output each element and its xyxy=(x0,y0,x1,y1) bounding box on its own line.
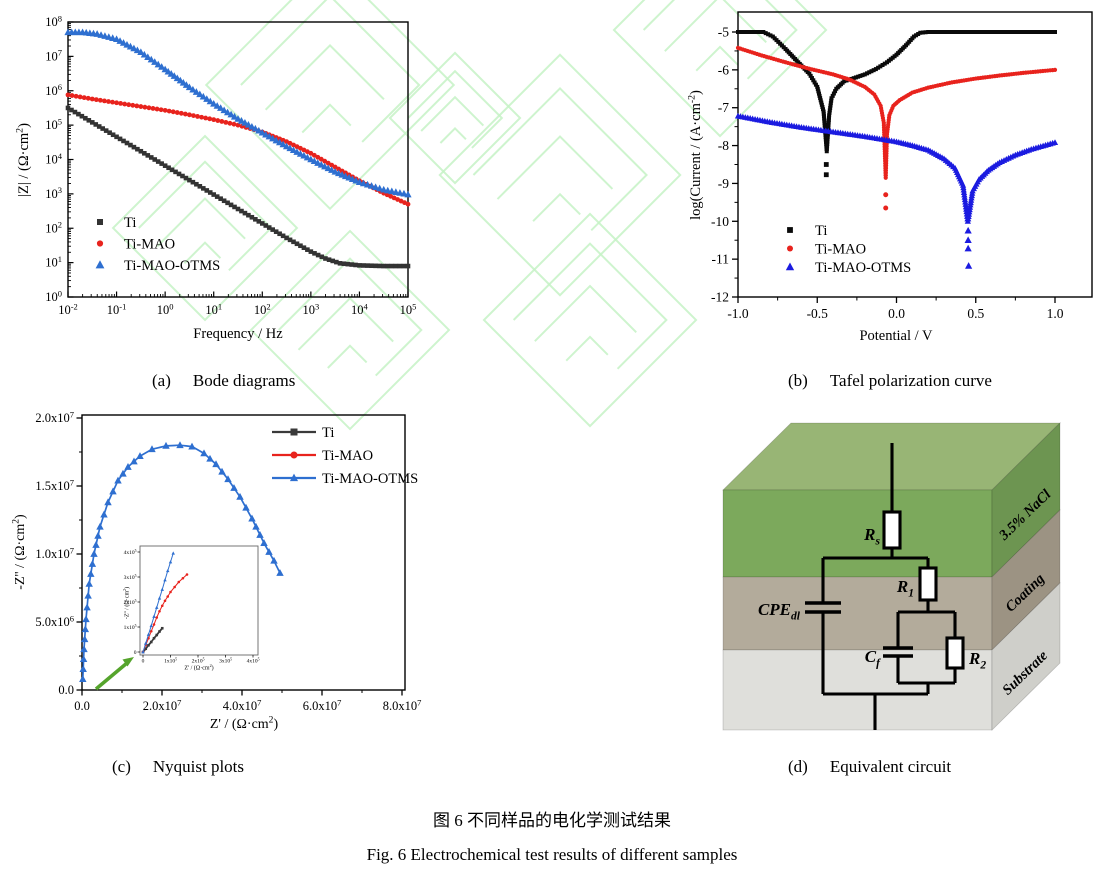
x-tick-label: 0.0 xyxy=(74,699,90,713)
x-axis-label: Frequency / Hz xyxy=(193,326,283,342)
y-tick-label: -12 xyxy=(711,290,729,305)
watermark-glyph xyxy=(482,212,698,428)
y-axis-label: -Z'' / (Ω·cm2) xyxy=(12,514,28,590)
y-tick-label: 105 xyxy=(45,116,62,132)
y-tick-label: 103 xyxy=(45,185,62,201)
x-tick-label: 103 xyxy=(302,301,319,317)
y-tick-label: 102 xyxy=(45,220,62,236)
x-tick-label: 102 xyxy=(254,301,271,317)
subcaption-c: (c) Nyquist plots xyxy=(112,757,244,777)
y-tick-label: 108 xyxy=(45,13,62,29)
subcaption-d-title: Equivalent circuit xyxy=(829,757,952,776)
subcaption-a-prefix: (a) xyxy=(152,371,171,390)
y-tick-label: 5.0x106 xyxy=(35,613,74,629)
inset-y-tick-label: 4x105 xyxy=(124,549,137,556)
x-tick-label: 104 xyxy=(351,301,369,317)
y-tick-label: -7 xyxy=(718,100,729,115)
inset-y-axis-label: -Z'' / (Ω·cm2) xyxy=(122,587,130,619)
y-tick-label: 1.0x107 xyxy=(35,545,74,561)
inset-y-tick-label: 2x105 xyxy=(124,599,137,606)
x-tick-label: -1.0 xyxy=(727,306,749,321)
y-tick-label: 0.0 xyxy=(58,683,74,697)
inset-y-tick-label: 1x105 xyxy=(124,624,137,631)
subcaption-d-prefix: (d) xyxy=(788,757,808,776)
y-axis-label: |Z| / (Ω·cm2) xyxy=(14,123,32,197)
x-tick-label: 101 xyxy=(205,301,222,317)
x-tick-label: 0.5 xyxy=(967,306,984,321)
legend-label: Ti xyxy=(124,215,136,231)
subcaption-a-title: Bode diagrams xyxy=(192,371,296,390)
watermark-glyph xyxy=(388,51,522,185)
subcaption-b-prefix: (b) xyxy=(788,371,808,390)
y-tick-label: 2.0x107 xyxy=(35,409,74,425)
legend-label: Ti xyxy=(815,223,827,239)
legend-label: Ti-MAO xyxy=(815,242,866,258)
inset-x-tick-label: 3x105 xyxy=(219,657,232,664)
watermark-glyph xyxy=(204,0,456,211)
x-tick-label: -0.5 xyxy=(807,306,829,321)
y-tick-label: -10 xyxy=(711,214,729,229)
legend-label: Ti-MAO-OTMS xyxy=(124,258,220,274)
circuit-label-cf: Cf xyxy=(865,647,881,669)
watermark-glyph xyxy=(249,229,451,431)
x-tick-label: 0.0 xyxy=(888,306,905,321)
y-tick-label: -9 xyxy=(718,176,729,191)
inset-x-tick-label: 4x105 xyxy=(247,657,260,664)
inset-y-tick-label: 3x105 xyxy=(124,574,137,581)
legend-label: Ti-MAO-OTMS xyxy=(322,471,418,487)
inset-x-tick-label: 2x105 xyxy=(192,657,205,664)
subcaption-c-prefix: (c) xyxy=(112,757,131,776)
inset-y-tick-label: 0 xyxy=(134,650,137,656)
circuit-label-cpe: CPEdl xyxy=(758,600,801,622)
y-tick-label: -5 xyxy=(718,25,729,40)
x-tick-label: 8.0x107 xyxy=(383,697,422,713)
x-tick-label: 2.0x107 xyxy=(143,697,182,713)
legend-label: Ti-MAO xyxy=(124,237,175,253)
x-tick-label: 6.0x107 xyxy=(303,697,342,713)
x-tick-label: 10-2 xyxy=(58,301,78,317)
legend-label: Ti-MAO-OTMS xyxy=(815,260,911,276)
inset-x-tick-label: 0 xyxy=(142,659,145,665)
legend-label: Ti-MAO xyxy=(322,448,373,464)
y-tick-label: 1.5x107 xyxy=(35,477,74,493)
y-tick-label: -6 xyxy=(718,62,729,77)
nyquist-plot: 0.0 2.0x107 4.0x107 6.0x107 8.0x107 0.0 5.0x10… xyxy=(12,409,422,732)
bode-plot: 100 101 102 103 104 105 106 107 108 10-2 10-1 100 10… xyxy=(14,13,417,342)
y-axis-label: log(Current / (A·cm-2) xyxy=(686,90,704,220)
y-tick-label: 106 xyxy=(45,82,62,98)
inset-x-axis-label: Z' / (Ω·cm2) xyxy=(184,663,213,671)
x-tick-label: 100 xyxy=(157,301,174,317)
watermark-glyph xyxy=(612,0,828,138)
inset-x-tick-label: 1x105 xyxy=(164,657,177,664)
subcaption-b-title: Tafel polarization curve xyxy=(829,371,992,390)
x-tick-label: 10-1 xyxy=(107,301,127,317)
legend-label: Ti xyxy=(322,425,334,441)
circuit-label-rs: Rs xyxy=(863,525,880,547)
subcaption-b: (b) Tafel polarization curve xyxy=(788,371,992,391)
y-tick-label: -8 xyxy=(718,138,729,153)
caption-english: Fig. 6 Electrochemical test results of d… xyxy=(366,845,738,864)
subcaption-d: (d) Equivalent circuit xyxy=(788,757,951,777)
x-tick-label: 105 xyxy=(400,301,417,317)
caption-chinese: 图 6 不同样品的电化学测试结果 xyxy=(433,811,671,830)
tafel-plot: -5 -6 -7 -8 -9 -10 -11 -12-1.0 -0.5 0.0 0.5 1.0 log(… xyxy=(686,11,1093,344)
x-axis-label: Z' / (Ω·cm2) xyxy=(210,716,279,732)
x-tick-label: 1.0 xyxy=(1047,306,1064,321)
x-tick-label: 4.0x107 xyxy=(223,697,262,713)
y-tick-label: 107 xyxy=(45,48,62,64)
subcaption-a: (a) Bode diagrams xyxy=(152,371,295,391)
circuit-label-r2: R2 xyxy=(968,649,986,671)
y-tick-label: -11 xyxy=(712,252,730,267)
circuit-label-r1: R1 xyxy=(896,577,914,599)
x-axis-label: Potential / V xyxy=(859,328,933,344)
y-tick-label: 100 xyxy=(45,288,62,304)
subcaption-c-title: Nyquist plots xyxy=(152,757,245,776)
watermark-glyph xyxy=(111,134,299,322)
y-tick-label: 101 xyxy=(45,254,62,270)
y-tick-label: 104 xyxy=(45,151,63,167)
